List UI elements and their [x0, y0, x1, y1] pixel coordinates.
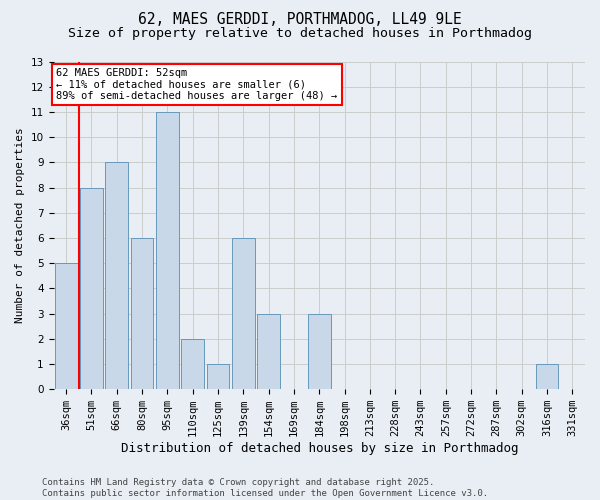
Bar [181, 339, 204, 389]
Bar [131, 238, 154, 389]
Bar [257, 314, 280, 389]
Text: 62, MAES GERDDI, PORTHMADOG, LL49 9LE: 62, MAES GERDDI, PORTHMADOG, LL49 9LE [138, 12, 462, 28]
Bar [308, 314, 331, 389]
Bar [232, 238, 255, 389]
Text: Contains HM Land Registry data © Crown copyright and database right 2025.
Contai: Contains HM Land Registry data © Crown c… [42, 478, 488, 498]
Bar [80, 188, 103, 389]
Bar [106, 162, 128, 389]
Y-axis label: Number of detached properties: Number of detached properties [15, 128, 25, 323]
Bar [156, 112, 179, 389]
Text: 62 MAES GERDDI: 52sqm
← 11% of detached houses are smaller (6)
89% of semi-detac: 62 MAES GERDDI: 52sqm ← 11% of detached … [56, 68, 337, 102]
X-axis label: Distribution of detached houses by size in Porthmadog: Distribution of detached houses by size … [121, 442, 518, 455]
Text: Size of property relative to detached houses in Porthmadog: Size of property relative to detached ho… [68, 28, 532, 40]
Bar [536, 364, 559, 389]
Bar [55, 263, 77, 389]
Bar [206, 364, 229, 389]
